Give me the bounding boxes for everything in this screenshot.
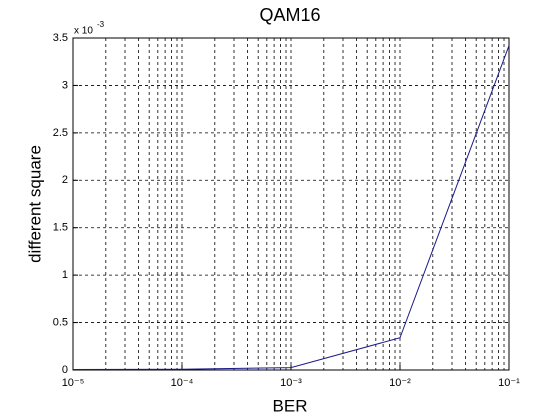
x-axis-label: BER [273,396,308,415]
y-axis-label: different square [25,145,44,263]
y-tick-label: 3.5 [53,32,68,44]
y-tick-label: 1.5 [53,222,68,234]
x-tick-label: 10⁻¹ [498,377,520,389]
plot-frame [72,37,510,371]
x-tick-label: 10⁻² [389,377,411,389]
y-tick-label: 1 [62,269,68,281]
y-multiplier: x 10 [74,26,93,37]
y-multiplier-exponent: -3 [97,20,105,29]
y-tick-label: 0.5 [53,316,68,328]
y-tick-label: 3 [62,79,68,91]
y-tick-label: 2 [62,174,68,186]
x-tick-label: 10⁻⁴ [171,377,194,389]
x-tick-label: 10⁻⁵ [62,377,85,389]
y-tick-label: 2.5 [53,127,68,139]
data-line [72,45,510,371]
y-tick-label: 0 [62,364,68,376]
chart-title: QAM16 [259,5,320,25]
x-tick-label: 10⁻³ [280,377,302,389]
